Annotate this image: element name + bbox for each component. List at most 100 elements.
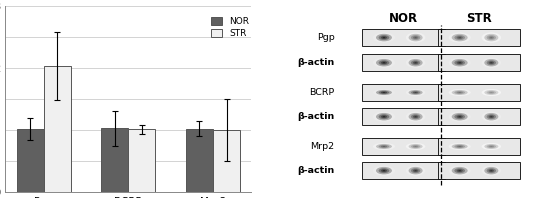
Ellipse shape xyxy=(381,61,387,64)
Ellipse shape xyxy=(414,62,417,63)
Ellipse shape xyxy=(451,34,468,41)
Ellipse shape xyxy=(381,115,387,118)
Ellipse shape xyxy=(413,169,418,172)
Bar xyxy=(362,84,444,101)
Ellipse shape xyxy=(458,170,461,171)
Bar xyxy=(438,84,521,101)
Ellipse shape xyxy=(373,166,395,176)
Bar xyxy=(129,129,156,192)
Ellipse shape xyxy=(451,59,468,67)
Ellipse shape xyxy=(373,32,395,43)
Ellipse shape xyxy=(411,35,420,40)
Ellipse shape xyxy=(454,91,465,94)
Ellipse shape xyxy=(458,146,461,147)
Bar xyxy=(438,138,521,155)
Ellipse shape xyxy=(482,166,501,176)
Ellipse shape xyxy=(381,169,387,172)
Ellipse shape xyxy=(383,116,386,117)
Ellipse shape xyxy=(376,59,392,67)
Ellipse shape xyxy=(409,34,423,41)
Bar xyxy=(362,108,444,125)
Ellipse shape xyxy=(489,146,494,148)
Ellipse shape xyxy=(490,62,492,63)
Ellipse shape xyxy=(482,89,501,96)
Ellipse shape xyxy=(406,143,426,150)
Ellipse shape xyxy=(454,35,465,40)
Ellipse shape xyxy=(413,36,418,39)
Ellipse shape xyxy=(489,169,494,172)
Ellipse shape xyxy=(490,37,492,38)
Ellipse shape xyxy=(484,90,498,95)
Ellipse shape xyxy=(487,91,496,94)
Ellipse shape xyxy=(406,111,426,122)
Ellipse shape xyxy=(457,115,463,118)
Ellipse shape xyxy=(457,169,463,172)
Ellipse shape xyxy=(381,146,387,148)
Ellipse shape xyxy=(490,116,492,117)
Ellipse shape xyxy=(409,167,423,174)
Ellipse shape xyxy=(373,111,395,122)
Ellipse shape xyxy=(413,146,418,148)
Ellipse shape xyxy=(484,34,498,41)
Ellipse shape xyxy=(406,89,426,96)
Ellipse shape xyxy=(379,145,389,148)
Ellipse shape xyxy=(454,114,465,119)
Text: Pgp: Pgp xyxy=(317,33,334,42)
Bar xyxy=(17,129,44,192)
Ellipse shape xyxy=(411,91,420,94)
Ellipse shape xyxy=(411,145,420,148)
Ellipse shape xyxy=(414,37,417,38)
Ellipse shape xyxy=(381,91,387,93)
Ellipse shape xyxy=(482,143,501,150)
Ellipse shape xyxy=(376,90,392,95)
Bar xyxy=(44,66,71,192)
Ellipse shape xyxy=(373,89,395,96)
Ellipse shape xyxy=(409,90,423,95)
Ellipse shape xyxy=(406,57,426,68)
Ellipse shape xyxy=(381,36,387,39)
Text: β-actin: β-actin xyxy=(297,58,334,67)
Ellipse shape xyxy=(413,91,418,93)
Bar xyxy=(362,162,444,179)
Bar xyxy=(438,108,521,125)
Ellipse shape xyxy=(458,62,461,63)
Ellipse shape xyxy=(449,32,471,43)
Ellipse shape xyxy=(379,91,389,94)
Bar xyxy=(362,54,444,71)
Ellipse shape xyxy=(489,36,494,39)
Ellipse shape xyxy=(409,144,423,149)
Ellipse shape xyxy=(484,167,498,174)
Ellipse shape xyxy=(451,113,468,120)
Bar xyxy=(438,29,521,46)
Ellipse shape xyxy=(406,166,426,176)
Ellipse shape xyxy=(414,170,417,171)
Ellipse shape xyxy=(383,146,386,147)
Ellipse shape xyxy=(484,144,498,149)
Ellipse shape xyxy=(379,35,389,40)
Ellipse shape xyxy=(458,116,461,117)
Text: β-actin: β-actin xyxy=(297,166,334,175)
Bar xyxy=(438,54,521,71)
Ellipse shape xyxy=(414,116,417,117)
Ellipse shape xyxy=(490,92,492,93)
Ellipse shape xyxy=(373,143,395,150)
Ellipse shape xyxy=(449,89,471,96)
Ellipse shape xyxy=(490,146,492,147)
Ellipse shape xyxy=(376,34,392,41)
Ellipse shape xyxy=(383,37,386,38)
Ellipse shape xyxy=(373,57,395,68)
Ellipse shape xyxy=(376,167,392,174)
Ellipse shape xyxy=(449,111,471,122)
Ellipse shape xyxy=(489,91,494,93)
Ellipse shape xyxy=(490,170,492,171)
Text: β-actin: β-actin xyxy=(297,112,334,121)
Ellipse shape xyxy=(376,144,392,149)
Ellipse shape xyxy=(454,60,465,65)
Ellipse shape xyxy=(458,92,461,93)
Ellipse shape xyxy=(489,61,494,64)
Ellipse shape xyxy=(487,145,496,148)
Bar xyxy=(438,162,521,179)
Ellipse shape xyxy=(449,143,471,150)
Ellipse shape xyxy=(484,59,498,67)
Text: Mrp2: Mrp2 xyxy=(310,142,334,151)
